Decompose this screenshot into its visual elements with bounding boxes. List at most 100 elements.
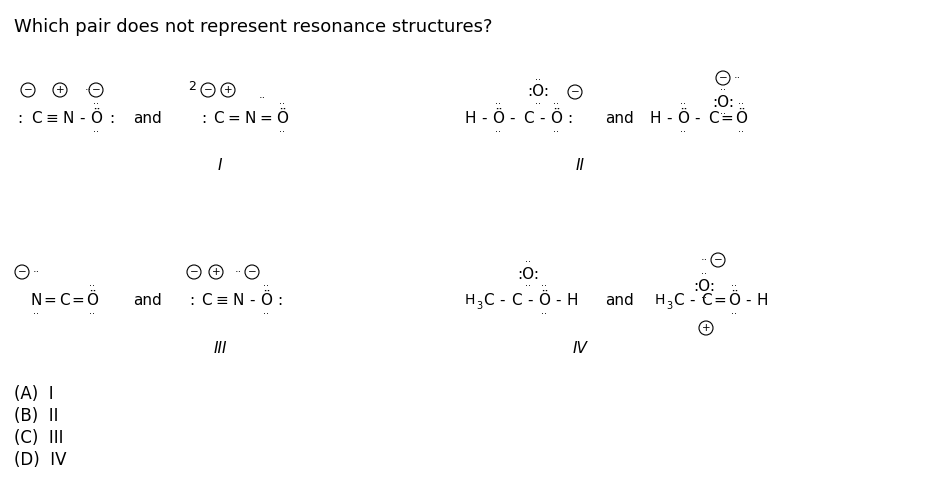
Text: ≡: ≡ (216, 292, 229, 307)
Text: :: : (277, 292, 283, 307)
Text: C: C (213, 111, 223, 125)
Text: ··: ·· (680, 99, 686, 109)
Text: ··: ·· (720, 85, 726, 95)
Text: -: - (745, 292, 751, 307)
Text: -: - (500, 292, 504, 307)
Text: ··: ·· (89, 281, 95, 291)
Text: ··: ·· (701, 293, 707, 303)
Text: Ö: Ö (538, 292, 550, 307)
Text: :: : (109, 111, 115, 125)
Text: -: - (666, 111, 672, 125)
Text: C: C (523, 111, 533, 125)
Text: ··: ·· (738, 127, 744, 137)
Text: −: − (18, 267, 26, 277)
Text: :O:: :O: (693, 279, 715, 293)
Text: ··: ·· (33, 309, 39, 319)
Text: and: and (134, 292, 163, 307)
Text: =: = (44, 292, 56, 307)
Text: C: C (59, 292, 69, 307)
Text: −: − (23, 85, 33, 95)
Text: ··: ·· (495, 127, 501, 137)
Text: Ö: Ö (90, 111, 102, 125)
Text: (C)  III: (C) III (14, 429, 64, 447)
Text: (B)  II: (B) II (14, 407, 59, 425)
Text: C: C (700, 292, 712, 307)
Text: C: C (708, 111, 718, 125)
Text: 2: 2 (188, 80, 196, 92)
Text: −: − (92, 85, 100, 95)
Text: ··: ·· (93, 99, 99, 109)
Text: -: - (481, 111, 487, 125)
Text: +: + (56, 85, 64, 95)
Text: -: - (689, 292, 695, 307)
Text: =: = (228, 111, 240, 125)
Text: ··: ·· (680, 127, 686, 137)
Text: -: - (79, 111, 85, 125)
Text: ··: ·· (553, 127, 559, 137)
Text: Which pair does not represent resonance structures?: Which pair does not represent resonance … (14, 18, 492, 36)
Text: +: + (701, 323, 711, 333)
Text: H: H (649, 111, 660, 125)
Text: ··: ·· (263, 281, 269, 291)
Text: N: N (245, 111, 256, 125)
Text: 3: 3 (476, 301, 482, 311)
Text: C: C (31, 111, 41, 125)
Text: =: = (72, 292, 84, 307)
Text: =: = (260, 111, 273, 125)
Text: =: = (714, 292, 727, 307)
Text: ··: ·· (541, 309, 547, 319)
Text: −: − (190, 267, 198, 277)
Text: −: − (571, 87, 579, 97)
Text: ··: ·· (263, 309, 269, 319)
Text: H: H (757, 292, 768, 307)
Text: Ö: Ö (492, 111, 504, 125)
Text: +: + (223, 85, 233, 95)
Text: Ö: Ö (677, 111, 689, 125)
Text: ··: ·· (33, 267, 39, 277)
Text: ··: ·· (700, 255, 708, 265)
Text: -: - (249, 292, 255, 307)
Text: and: and (605, 111, 634, 125)
Text: -: - (509, 111, 515, 125)
Text: ··: ·· (731, 281, 737, 291)
Text: -: - (694, 111, 700, 125)
Text: −: − (248, 267, 256, 277)
Text: ··: ·· (733, 73, 741, 83)
Text: (A)  I: (A) I (14, 385, 53, 403)
Text: ··: ·· (525, 257, 531, 267)
Text: ≡: ≡ (46, 111, 58, 125)
Text: ··: ·· (525, 281, 531, 291)
Text: ··: ·· (720, 109, 726, 119)
Text: -: - (555, 292, 560, 307)
Text: I: I (218, 158, 222, 172)
Text: N: N (30, 292, 42, 307)
Text: ··: ·· (259, 93, 265, 103)
Text: :: : (568, 111, 573, 125)
Text: ··: ·· (738, 99, 744, 109)
Text: ··: ·· (93, 127, 99, 137)
Text: :: : (202, 111, 206, 125)
Text: II: II (575, 158, 585, 172)
Text: ··: ·· (495, 99, 501, 109)
Text: 3: 3 (666, 301, 672, 311)
Text: Ö: Ö (550, 111, 562, 125)
Text: (D)  IV: (D) IV (14, 451, 66, 469)
Text: H: H (566, 292, 578, 307)
Text: IV: IV (573, 340, 587, 356)
Text: =: = (721, 111, 733, 125)
Text: -: - (539, 111, 545, 125)
Text: C: C (511, 292, 521, 307)
Text: H: H (655, 293, 665, 307)
Text: :O:: :O: (517, 266, 539, 282)
Text: ··: ·· (84, 85, 92, 95)
Text: C: C (672, 292, 684, 307)
Text: Ö: Ö (86, 292, 98, 307)
Text: ··: ·· (535, 99, 541, 109)
Text: ··: ·· (234, 267, 242, 277)
Text: ··: ·· (541, 281, 547, 291)
Text: ··: ·· (701, 269, 707, 279)
Text: Ö: Ö (735, 111, 747, 125)
Text: ··: ·· (279, 127, 285, 137)
Text: +: + (212, 267, 220, 277)
Text: N: N (63, 111, 74, 125)
